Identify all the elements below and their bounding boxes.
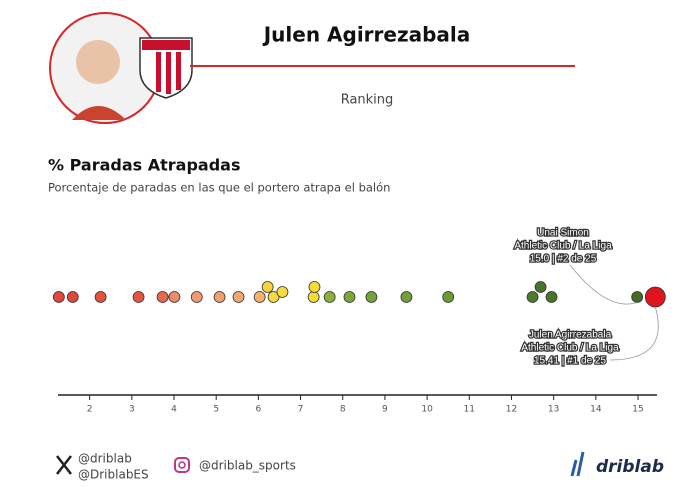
x-tick-label: 4 <box>171 405 177 415</box>
point <box>232 291 245 303</box>
point <box>94 291 107 303</box>
point <box>400 291 413 303</box>
x-icon <box>56 455 72 475</box>
annotation-text: Athletic Club / La Liga <box>514 241 612 252</box>
point <box>168 291 181 303</box>
annotation-text: 15.0 | #2 de 25 <box>530 254 597 265</box>
point <box>308 281 321 293</box>
x-tick-label: 7 <box>298 405 304 415</box>
x-tick-label: 11 <box>464 405 475 415</box>
point <box>156 291 169 303</box>
point <box>66 291 79 303</box>
point <box>343 291 356 303</box>
x-tick-label: 5 <box>213 405 219 415</box>
point <box>631 291 644 303</box>
club-crest <box>139 37 193 99</box>
section-label: Ranking <box>341 93 394 108</box>
point <box>213 291 226 303</box>
annotation-text: Athletic Club / La Liga <box>521 343 619 354</box>
annotation-connector <box>569 264 638 305</box>
x-tick-label: 13 <box>548 405 559 415</box>
point <box>132 291 145 303</box>
point <box>526 291 539 303</box>
player-face <box>76 40 120 84</box>
annotation-text: Julen Agirrezabala <box>529 330 612 341</box>
point <box>52 291 65 303</box>
x-tick-label: 6 <box>256 405 262 415</box>
chart-subtitle: Porcentaje de paradas en las que el port… <box>48 181 390 195</box>
x-tick-label: 14 <box>590 405 602 415</box>
annotation-connector <box>609 306 659 361</box>
x-tick-label: 8 <box>340 405 346 415</box>
x-handle: @driblab <box>78 452 132 466</box>
point <box>545 291 558 303</box>
point <box>307 291 320 303</box>
player-shirt <box>72 106 126 120</box>
instagram-icon-lens <box>178 461 186 469</box>
chart-title: % Paradas Atrapadas <box>48 156 240 175</box>
point <box>253 291 266 303</box>
point <box>276 286 289 298</box>
point <box>365 291 378 303</box>
brand-icon <box>570 451 585 477</box>
highlight-point <box>644 286 666 308</box>
point <box>323 291 336 303</box>
x-tick-label: 10 <box>421 405 433 415</box>
point <box>261 281 274 293</box>
x-tick-label: 12 <box>506 405 517 415</box>
plot: 2 3 4 5 6 7 8 9 10 11 12 13 14 15 Unai Simon Athletic C… <box>52 226 666 415</box>
annotation-text: Unai Simon <box>537 228 589 239</box>
point <box>534 281 547 293</box>
brand: driblab <box>596 457 664 477</box>
instagram-icon <box>174 457 190 473</box>
point <box>442 291 455 303</box>
instagram-handle: @driblab_sports <box>199 459 296 473</box>
player-name: Julen Agirrezabala <box>262 23 471 47</box>
footer: @driblab @DriblabES @driblab_sports drib… <box>56 451 664 482</box>
point <box>190 291 203 303</box>
x-tick-label: 9 <box>382 405 388 415</box>
x-handle: @DriblabES <box>78 468 149 482</box>
x-tick-label: 15 <box>632 405 643 415</box>
point <box>267 291 280 303</box>
annotation-text: 15.41 | #1 de 25 <box>534 356 607 367</box>
x-tick-label: 3 <box>129 405 135 415</box>
x-tick-label: 2 <box>87 405 93 415</box>
